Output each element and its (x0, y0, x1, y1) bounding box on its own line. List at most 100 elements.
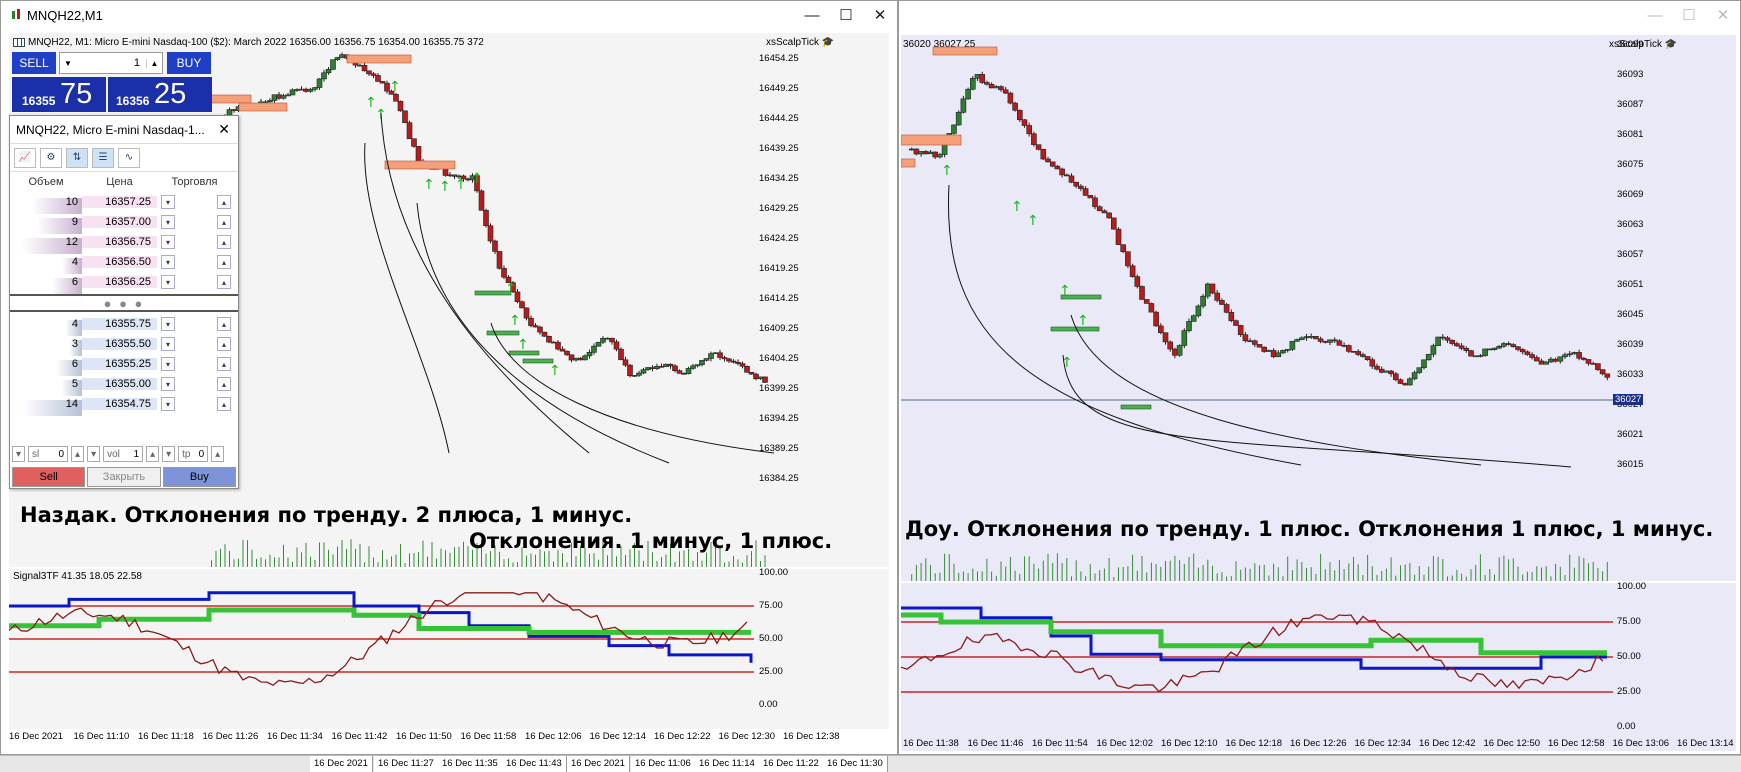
dom-sell-button[interactable]: Sell (12, 467, 86, 487)
tp-field[interactable]: tp 0 (178, 446, 209, 462)
indicator-label: xsScalpTick 🎓 (766, 37, 835, 48)
candle-body (1280, 350, 1286, 354)
order-up[interactable]: ▴ (217, 337, 231, 351)
annotation-curve (1070, 314, 1482, 466)
order-dropdown[interactable]: ▾ (161, 337, 175, 351)
order-up[interactable]: ▴ (217, 275, 231, 289)
order-dropdown[interactable]: ▾ (161, 195, 175, 209)
sell-button[interactable]: SELL (12, 52, 56, 74)
order-up[interactable]: ▴ (217, 397, 231, 411)
close-button[interactable]: ✕ (1716, 7, 1730, 24)
candle-body (721, 357, 728, 360)
dom-close-button[interactable]: Закрыть (87, 467, 161, 487)
vol-field[interactable]: vol 1 (103, 446, 144, 462)
sl-up-button[interactable]: ▴ (71, 446, 85, 462)
order-dropdown[interactable]: ▾ (161, 255, 175, 269)
columns-icon[interactable]: ☰ (92, 147, 114, 168)
close-button[interactable]: ✕ (873, 7, 887, 24)
osc-tick: 50.00 (759, 633, 783, 644)
order-dropdown[interactable]: ▾ (161, 377, 175, 391)
order-up[interactable]: ▴ (217, 255, 231, 269)
close-icon[interactable]: ✕ (218, 121, 230, 137)
candle-body (564, 350, 570, 356)
candle-body (1204, 283, 1211, 297)
price-cell: 16356.75 (82, 236, 157, 248)
candle-body (918, 151, 924, 155)
minimize-button[interactable]: — (1647, 6, 1663, 24)
osc-tick: 25.00 (1617, 686, 1641, 697)
minimize-button[interactable]: — (804, 6, 820, 24)
bottom-tab-bar[interactable]: 16 Dec 2021 16 Dec 11:27 16 Dec 11:35 16 De… (0, 755, 1741, 772)
sell-price-button[interactable]: 16355 75 (12, 77, 106, 112)
depth-of-market-window: MNQH22, Micro E-mini Nasdaq-1... ✕ 📈 ⚙ ⇅… (9, 115, 239, 489)
candle-body (1533, 357, 1540, 362)
bottom-tab[interactable]: 16 Dec 2021 (310, 756, 373, 772)
bottom-tab[interactable]: 16 Dec 11:14 (695, 756, 760, 772)
price-tick: 16394.25 (759, 413, 799, 424)
candle-body (1059, 168, 1065, 176)
auto-center-icon[interactable]: ⇅ (66, 147, 88, 168)
sl-down-button[interactable]: ▾ (12, 446, 26, 462)
order-up[interactable]: ▴ (217, 235, 231, 249)
candle-body (402, 110, 408, 123)
vol-down-button[interactable]: ▾ (87, 446, 101, 462)
candle-body (1482, 348, 1488, 356)
chart-icon[interactable]: 📈 (14, 147, 36, 168)
order-dropdown[interactable]: ▾ (161, 317, 175, 331)
candle-body (451, 174, 458, 177)
maximize-button[interactable]: ☐ (839, 7, 853, 24)
settings-icon[interactable]: ⚙ (40, 147, 62, 168)
order-up[interactable]: ▴ (217, 215, 231, 229)
buy-button[interactable]: BUY (167, 52, 211, 74)
buy-price-button[interactable]: 16356 25 (108, 77, 212, 112)
one-click-trade-panel: SELL ▼ 1 ▲ BUY 16355 75 16356 25 (12, 52, 212, 112)
indicator-icon[interactable]: ∿ (118, 147, 140, 168)
buy-arrow-icon: ↑ (1077, 313, 1089, 329)
order-up[interactable]: ▴ (217, 377, 231, 391)
bottom-tab[interactable]: 16 Dec 11:35 (438, 756, 503, 772)
maximize-button[interactable]: ☐ (1682, 7, 1696, 24)
tp-up-button[interactable]: ▴ (211, 446, 225, 462)
current-price-badge: 36027 (1613, 394, 1644, 405)
order-up[interactable]: ▴ (217, 317, 231, 331)
bid-row: 6 16355.25 ▾ ▴ (10, 354, 238, 376)
time-tick: 16 Dec 12:26 (1290, 738, 1347, 749)
order-dropdown[interactable]: ▾ (161, 357, 175, 371)
order-up[interactable]: ▴ (217, 357, 231, 371)
candle-body (595, 341, 602, 347)
order-dropdown[interactable]: ▾ (161, 215, 175, 229)
bottom-tab[interactable]: 16 Dec 11:22 (759, 756, 824, 772)
candle-body (1223, 304, 1230, 313)
order-up[interactable]: ▴ (217, 195, 231, 209)
chevron-down-icon[interactable]: ▼ (64, 58, 72, 68)
osc-tick: 0.00 (1617, 721, 1636, 732)
price-chart[interactable]: 36020 36027 25 xsScalpTick 🎓 ↑ ↑ ↑ ↑ ↑ ↑ 3609… (901, 35, 1736, 581)
chevron-up-icon[interactable]: ▲ (146, 58, 162, 68)
bottom-tab[interactable]: 16 Dec 11:27 (374, 756, 439, 772)
price-tick: 16414.25 (759, 293, 799, 304)
buy-arrow-icon: ↑ (1011, 199, 1023, 215)
time-tick: 16 Dec 12:42 (1419, 738, 1476, 749)
sl-field[interactable]: sl 0 (28, 446, 69, 462)
bottom-tab[interactable]: 16 Dec 11:30 (823, 756, 888, 772)
annotation-curve (380, 112, 590, 454)
tp-down-button[interactable]: ▾ (162, 446, 176, 462)
order-params: ▾ sl 0 ▴ ▾ vol 1 ▴ ▾ tp 0 ▴ (12, 444, 236, 464)
candle-body (321, 72, 327, 80)
time-tick: 16 Dec 12:50 (1483, 738, 1541, 749)
volume-field[interactable]: ▼ 1 ▲ (59, 52, 163, 74)
candle-body (1378, 368, 1385, 373)
signal-line-red (9, 592, 748, 686)
bottom-tab[interactable]: 16 Dec 2021 (567, 756, 630, 772)
candle-body (510, 282, 516, 293)
dom-buy-button[interactable]: Buy (162, 467, 236, 487)
bottom-tab[interactable]: 16 Dec 11:06 (631, 756, 696, 772)
bottom-tab[interactable]: 16 Dec 11:43 (502, 756, 567, 772)
order-dropdown[interactable]: ▾ (161, 235, 175, 249)
candle-body (998, 86, 1004, 91)
order-dropdown[interactable]: ▾ (161, 397, 175, 411)
candle-body (1087, 195, 1094, 199)
vol-up-button[interactable]: ▴ (146, 446, 160, 462)
order-dropdown[interactable]: ▾ (161, 275, 175, 289)
expand-dots-icon[interactable]: ● ● ● (10, 294, 238, 312)
